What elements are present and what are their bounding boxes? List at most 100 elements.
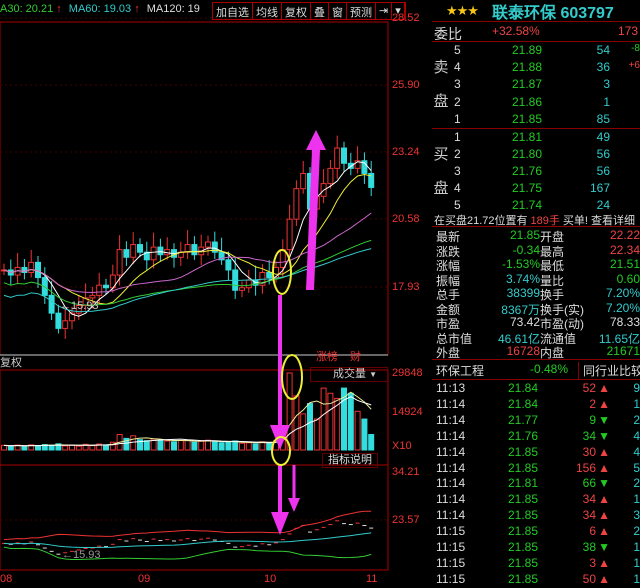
arrow-up-icon: ▲	[598, 396, 610, 411]
order-note-type: 买单!	[562, 215, 588, 227]
tick-row: 11:14 21.76 34 ▼ 4	[436, 428, 640, 443]
industry-compare-tab[interactable]: 同行业比较	[578, 362, 640, 379]
toolbar-button[interactable]: 窗	[329, 3, 347, 19]
kline-chart[interactable]	[0, 0, 432, 588]
boll-mid-line	[3, 532, 372, 549]
candle	[143, 251, 150, 261]
volume-bar	[266, 442, 273, 451]
volume-axis-label: 29848	[392, 367, 423, 379]
volume-bar	[300, 413, 307, 451]
low-price-value: 15.93	[73, 549, 101, 561]
volume-bar	[41, 444, 48, 451]
toolbar-button[interactable]: 加自选	[213, 3, 253, 19]
order-note-volume: 189手	[530, 215, 560, 227]
volume-bar	[198, 440, 205, 451]
order-note[interactable]: 在买盘21.72位置有 189手 买单! 查看详细	[432, 212, 640, 227]
arrow-down-icon: ▼	[598, 540, 610, 554]
stat-row: 振幅 3.74% 量比 0.60	[436, 271, 640, 288]
volume-bar	[103, 444, 109, 451]
highlight-circle	[272, 249, 292, 295]
sell-level: 5 21.89 54 -8	[454, 43, 640, 57]
candle	[225, 259, 232, 271]
stat-row: 涨幅 -1.53% 最低 21.51	[436, 257, 640, 273]
candle	[62, 320, 69, 329]
stat-row: 涨跌 -0.34 最高 22.34	[436, 242, 640, 259]
stock-code: 603797	[560, 4, 614, 22]
candle	[116, 249, 123, 276]
arrow-up-icon: ▲	[598, 381, 610, 395]
x-axis-label: 11	[366, 573, 378, 585]
x-axis-label: 09	[138, 573, 151, 585]
candle	[218, 251, 225, 261]
wei-bi-diff: 173	[618, 24, 639, 38]
buy-level: 4 21.75 167	[454, 181, 610, 195]
chart-toolbar: 加自选 均线 复权叠窗预测 ⇥ ▾	[212, 2, 406, 20]
arrow-up-icon: ↑	[53, 3, 62, 15]
tick-row: 11:14 21.85 34 ▲ 3	[436, 508, 640, 523]
candle	[293, 188, 300, 220]
toolbar-button[interactable]: 均线	[253, 3, 282, 19]
sell-label: 卖盘	[433, 59, 449, 110]
candle	[137, 244, 143, 253]
volume-bar	[218, 442, 225, 451]
view-details-link[interactable]: 查看详细	[590, 215, 635, 227]
tick-row: 11:13 21.84 52 ▲ 9	[436, 381, 640, 395]
tick-row: 11:14 21.85 156 ▲ 5	[436, 460, 640, 475]
volume-bar	[320, 387, 327, 451]
wei-bi-value: +32.58%	[492, 24, 540, 38]
arrow-down-annotation	[271, 512, 289, 535]
buy-level: 3 21.76 56	[454, 164, 610, 178]
arrow-up-annotation	[306, 130, 326, 290]
rating-stars-icon: ★★★	[446, 2, 479, 18]
toolbar-button[interactable]: ▾	[392, 3, 405, 19]
panel-frame	[0, 464, 389, 571]
candle	[150, 246, 157, 261]
volume-bar	[232, 440, 239, 451]
volume-bar	[21, 445, 28, 451]
volume-bar	[164, 440, 171, 451]
toolbar-button[interactable]: 叠	[311, 3, 329, 19]
candle	[300, 172, 307, 190]
volume-bar	[96, 443, 103, 451]
industry-name: 环保工程	[436, 364, 485, 378]
x-axis-label: 10	[264, 573, 277, 585]
ma-legend-item: MA60: 19.03 ↑	[68, 3, 140, 15]
candle	[286, 218, 293, 251]
volume-bar	[307, 403, 313, 451]
sell-level: 1 21.85 85	[454, 111, 610, 126]
toolbar-button[interactable]: ⇥	[376, 3, 393, 19]
stat-row: 最新 21.85 开盘 22.22	[436, 228, 640, 244]
stat-row: 市盈 73.42 市盈(动) 78.33	[436, 315, 640, 331]
candle	[205, 241, 211, 248]
price-axis-label: 23.24	[392, 146, 420, 158]
stat-row: 总市值 46.61亿 流通值 11.65亿	[436, 331, 640, 346]
toolbar-button[interactable]: 预测	[347, 3, 376, 19]
candle	[69, 312, 75, 322]
hot-label[interactable]: 财	[350, 351, 361, 363]
candle	[157, 246, 164, 256]
tick-row: 11:14 21.81 66 ▼ 2	[436, 476, 640, 491]
volume-tab[interactable]: 复权	[0, 357, 22, 369]
arrow-down-icon: ▼	[598, 476, 610, 491]
stat-row: 外盘 16728 内盘 21671	[436, 344, 640, 360]
volume-bar	[62, 445, 69, 451]
price-axis-label: 25.90	[392, 79, 420, 91]
volume-bar	[313, 418, 320, 451]
candle	[82, 297, 89, 307]
tick-row: 11:14 21.77 9 ▼ 2	[436, 412, 640, 427]
toolbar-button[interactable]: 复权	[282, 3, 311, 19]
buy-level: 5 21.74 24	[454, 198, 610, 212]
volume-bar	[35, 445, 41, 451]
candle	[89, 294, 96, 299]
indicator-help-button[interactable]: 指标说明	[322, 453, 378, 468]
stock-title: 联泰环保 603797	[492, 0, 614, 23]
volume-bar	[239, 442, 245, 451]
hot-label[interactable]: 涨榜	[316, 351, 338, 363]
volume-bar	[137, 439, 143, 451]
industry-change: -0.48%	[530, 362, 569, 376]
volume-selector[interactable]: 成交量 ▼	[310, 367, 388, 382]
volume-bar	[286, 372, 293, 451]
candle	[123, 249, 130, 258]
volume-axis-label: X10	[392, 440, 412, 452]
volume-bar	[347, 392, 354, 451]
